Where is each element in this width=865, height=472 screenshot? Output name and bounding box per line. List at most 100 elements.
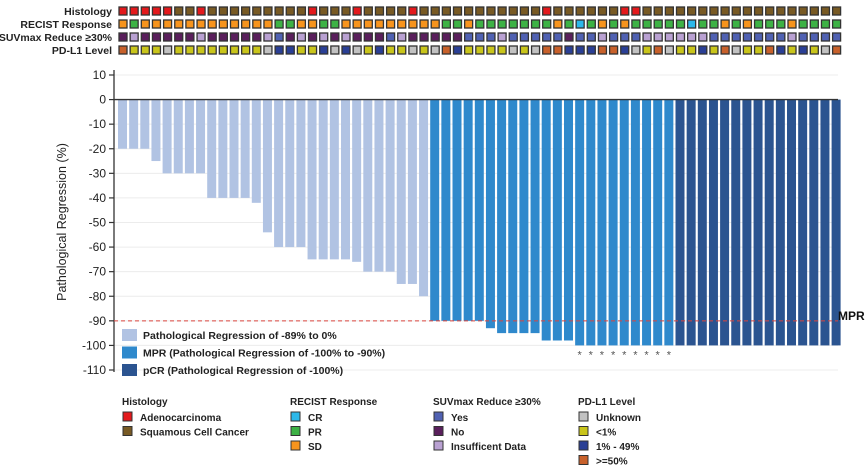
track-cell xyxy=(374,45,385,55)
track-cell xyxy=(486,45,496,55)
y-tick-label: -30 xyxy=(89,166,107,180)
bar xyxy=(497,99,507,334)
track-cell xyxy=(497,6,507,16)
track-cell xyxy=(174,19,184,29)
track-cell xyxy=(463,32,474,42)
track-cell xyxy=(452,19,463,29)
track-cell xyxy=(831,6,842,16)
track-cell xyxy=(129,6,139,16)
track-cell xyxy=(229,6,240,16)
track-cell xyxy=(720,32,730,42)
track-cell xyxy=(207,6,217,16)
asterisk-mark: * xyxy=(611,349,616,361)
track-cell xyxy=(151,45,162,55)
bar xyxy=(184,99,194,174)
bar xyxy=(251,99,261,203)
track-cell xyxy=(798,45,808,55)
track-label: PD-L1 Level xyxy=(52,45,112,57)
y-tick-label: -70 xyxy=(89,265,107,279)
track-cell xyxy=(196,19,206,29)
y-tick-label: -60 xyxy=(89,240,107,254)
track-cell xyxy=(307,19,318,29)
track-cell xyxy=(441,19,452,29)
track-cell xyxy=(475,45,485,55)
legend-label: <1% xyxy=(596,428,616,439)
track-cell xyxy=(162,6,173,16)
track-cell xyxy=(742,6,753,16)
track-cell xyxy=(731,6,741,16)
track-cell xyxy=(196,32,206,42)
bar xyxy=(731,99,741,346)
track-cell xyxy=(185,45,195,55)
track-cell xyxy=(196,45,206,55)
track-cell xyxy=(519,19,530,29)
track-cell xyxy=(642,6,652,16)
legend-title: SUVmax Reduce ≥30% xyxy=(433,397,541,408)
track-cell xyxy=(809,19,819,29)
bar xyxy=(229,99,239,198)
track-label: RECIST Response xyxy=(20,19,112,31)
y-tick-label: -50 xyxy=(89,216,107,230)
track-cell xyxy=(162,32,173,42)
track-cell xyxy=(263,6,273,16)
bar xyxy=(151,99,161,162)
legend-swatch xyxy=(578,440,589,451)
bar xyxy=(619,99,629,346)
track-cell xyxy=(285,6,295,16)
track-cell xyxy=(430,32,440,42)
track-cell xyxy=(742,32,753,42)
track-cell xyxy=(653,6,663,16)
track-cell xyxy=(620,6,630,16)
legend-swatch xyxy=(578,426,589,436)
track-cell xyxy=(831,45,842,55)
track-cell xyxy=(530,32,541,42)
track-cell xyxy=(508,19,518,29)
track-cell xyxy=(553,32,563,42)
track-cell xyxy=(542,6,552,16)
bar xyxy=(597,99,607,346)
track-cell xyxy=(575,6,585,16)
track-cell xyxy=(430,6,440,16)
bar xyxy=(697,99,707,346)
track-cell xyxy=(229,45,240,55)
asterisk-mark: * xyxy=(667,349,672,361)
track-cell xyxy=(218,45,229,55)
bar xyxy=(274,99,284,248)
track-cell xyxy=(252,6,262,16)
track-cell xyxy=(319,45,329,55)
track-cell xyxy=(374,32,385,42)
track-cell xyxy=(564,6,574,16)
track-cell xyxy=(597,6,608,16)
track-cell xyxy=(753,19,764,29)
track-cell xyxy=(653,32,663,42)
track-cell xyxy=(709,6,719,16)
track-cell xyxy=(475,32,485,42)
legend-swatch xyxy=(290,440,301,451)
track-cell xyxy=(698,19,708,29)
legend-label: Adenocarcinoma xyxy=(140,413,222,424)
track-cell xyxy=(174,6,184,16)
track-cell xyxy=(597,32,608,42)
bar xyxy=(374,99,384,272)
bar xyxy=(586,99,596,346)
track-cell xyxy=(374,6,385,16)
track-cell xyxy=(296,45,307,55)
track-cell xyxy=(519,45,530,55)
track-cell xyxy=(196,6,206,16)
bar xyxy=(318,99,328,260)
bar xyxy=(385,99,395,272)
track-cell xyxy=(296,32,307,42)
track-cell xyxy=(597,45,608,55)
legend-label: Unknown xyxy=(596,413,641,424)
track-cell xyxy=(519,6,530,16)
track-cell xyxy=(631,32,641,42)
bar xyxy=(196,99,206,174)
track-cell xyxy=(285,19,295,29)
asterisk-mark: * xyxy=(578,349,583,361)
track-cell xyxy=(709,45,719,55)
bar xyxy=(218,99,228,198)
track-cell xyxy=(608,32,619,42)
bar xyxy=(519,99,529,334)
bar xyxy=(787,99,796,346)
